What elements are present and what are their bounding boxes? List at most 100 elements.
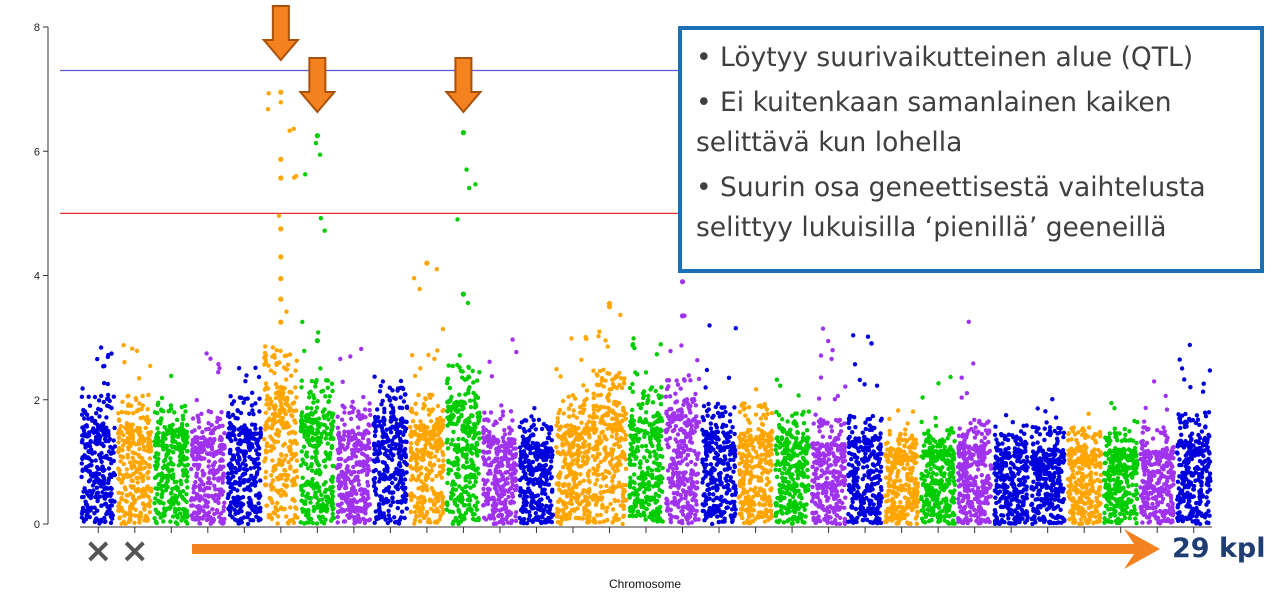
data-point	[467, 385, 472, 390]
data-point	[440, 326, 446, 332]
data-point	[303, 462, 309, 467]
data-point	[293, 368, 298, 373]
data-point	[216, 448, 221, 454]
data-point	[441, 418, 446, 423]
data-point	[391, 410, 396, 415]
data-point	[514, 349, 519, 355]
data-point	[502, 491, 507, 497]
data-point	[645, 398, 651, 403]
data-point	[176, 433, 181, 438]
data-point	[584, 396, 589, 402]
data-point	[453, 471, 458, 477]
peak-point	[460, 291, 466, 297]
data-point	[127, 460, 133, 465]
data-point	[154, 509, 160, 515]
data-point	[263, 448, 269, 453]
data-point	[399, 485, 405, 490]
data-point	[92, 450, 97, 455]
data-point	[518, 459, 523, 464]
data-point	[391, 395, 397, 401]
data-point	[270, 478, 276, 484]
data-point	[547, 471, 552, 476]
data-point	[568, 430, 573, 435]
data-point	[284, 367, 289, 372]
data-point	[577, 480, 583, 485]
data-point	[482, 417, 487, 423]
data-point	[226, 493, 231, 498]
data-point	[152, 475, 158, 481]
data-point	[322, 422, 327, 428]
data-point	[136, 475, 141, 481]
data-point	[457, 353, 462, 358]
data-point	[172, 479, 177, 485]
data-point	[476, 516, 481, 521]
data-point	[622, 489, 627, 494]
data-point	[313, 455, 318, 460]
data-point	[83, 442, 88, 447]
data-point	[217, 416, 223, 422]
data-point	[526, 517, 531, 522]
data-point	[217, 514, 222, 520]
data-point	[517, 424, 522, 430]
data-point	[324, 506, 330, 511]
data-point	[94, 491, 100, 496]
data-point	[323, 480, 328, 485]
data-point	[284, 453, 289, 458]
data-point	[533, 511, 538, 516]
data-point	[94, 485, 100, 490]
data-point	[392, 515, 397, 520]
data-point	[219, 437, 224, 443]
data-point	[119, 409, 125, 415]
data-point	[598, 484, 604, 489]
data-point	[336, 478, 341, 483]
data-point	[299, 378, 304, 383]
data-point	[404, 439, 409, 445]
data-point	[693, 462, 698, 467]
data-point	[650, 400, 656, 405]
data-point	[119, 521, 124, 526]
data-point	[377, 446, 382, 452]
data-point	[372, 374, 377, 379]
data-point	[205, 500, 211, 505]
data-point	[79, 515, 85, 520]
data-point	[448, 397, 453, 403]
data-point	[106, 480, 111, 486]
data-point	[310, 430, 315, 435]
data-point	[536, 417, 542, 422]
data-point	[659, 418, 665, 424]
data-point	[289, 373, 294, 378]
data-point	[686, 417, 691, 423]
data-point	[275, 439, 280, 444]
data-point	[130, 502, 135, 507]
peak-point	[278, 296, 284, 302]
data-point	[546, 435, 552, 440]
y-tick-label: 0	[34, 519, 40, 531]
data-point	[108, 499, 114, 504]
data-point	[336, 430, 342, 435]
data-point	[579, 420, 584, 425]
data-point	[256, 501, 261, 506]
data-point	[258, 505, 263, 511]
data-point	[629, 418, 635, 423]
data-point	[596, 464, 601, 469]
data-point	[159, 491, 165, 497]
data-point	[168, 430, 173, 435]
data-point	[263, 456, 268, 461]
data-point	[446, 363, 451, 368]
data-point	[618, 503, 623, 508]
data-point	[425, 425, 430, 430]
data-point	[200, 429, 205, 435]
data-point	[578, 472, 583, 477]
data-point	[459, 414, 464, 419]
data-point	[472, 512, 477, 517]
data-point	[116, 417, 122, 422]
data-point	[309, 468, 315, 473]
data-point	[117, 516, 122, 521]
data-point	[266, 363, 271, 368]
data-point	[656, 447, 661, 452]
data-point	[288, 389, 293, 395]
data-point	[368, 412, 373, 418]
data-point	[137, 433, 142, 438]
data-point	[201, 472, 206, 477]
data-point	[447, 509, 453, 514]
